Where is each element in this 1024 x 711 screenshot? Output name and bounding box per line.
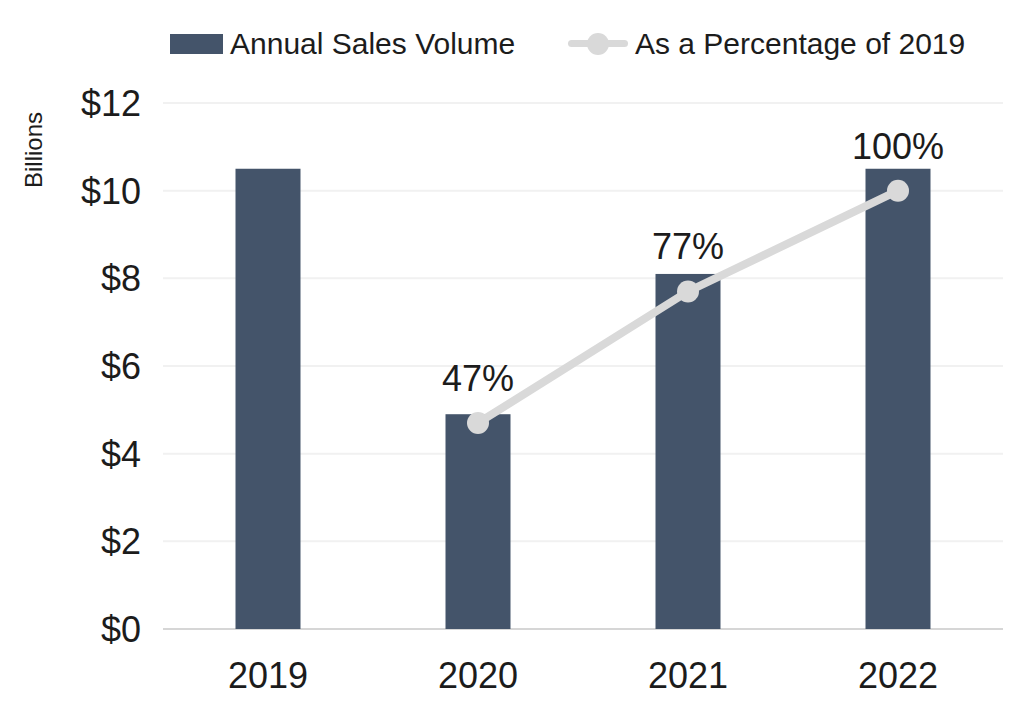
y-tick-label-2: $2 xyxy=(101,521,141,562)
plot-area: $12 $10 $8 $6 $4 $2 $0 Billions 2019 2020 2021 2022… xyxy=(0,0,1024,711)
x-tick-label-2020: 2020 xyxy=(438,655,518,696)
y-tick-label-4: $4 xyxy=(101,434,141,475)
y-axis-title: Billions xyxy=(20,112,47,188)
data-label-2021: 77% xyxy=(652,226,724,267)
y-tick-label-0: $0 xyxy=(101,609,141,650)
chart-container: Annual Sales Volume As a Percentage of 2… xyxy=(0,0,1024,711)
bar-2020 xyxy=(446,414,511,629)
y-tick-label-12: $12 xyxy=(81,83,141,124)
line-marker-2022 xyxy=(887,180,909,202)
data-label-2020: 47% xyxy=(442,358,514,399)
data-label-2022: 100% xyxy=(852,126,944,167)
x-tick-label-2022: 2022 xyxy=(858,655,938,696)
bar-2019 xyxy=(236,169,301,629)
line-marker-2020 xyxy=(467,412,489,434)
y-tick-label-10: $10 xyxy=(81,171,141,212)
bar-2022 xyxy=(866,169,931,629)
bar-2021 xyxy=(656,274,721,629)
line-marker-2021 xyxy=(677,280,699,302)
y-tick-label-8: $8 xyxy=(101,258,141,299)
x-tick-label-2019: 2019 xyxy=(228,655,308,696)
x-tick-label-2021: 2021 xyxy=(648,655,728,696)
y-tick-label-6: $6 xyxy=(101,346,141,387)
